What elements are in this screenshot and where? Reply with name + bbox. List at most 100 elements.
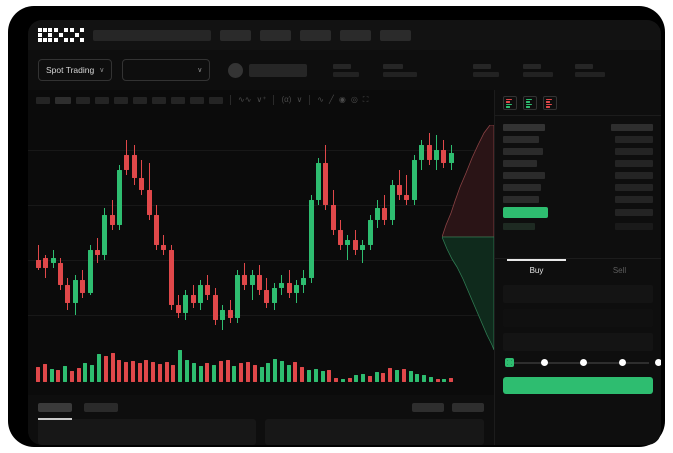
text-icon[interactable]: (α)	[281, 95, 292, 104]
orderbook-ask-row[interactable]	[503, 133, 653, 145]
chart-gridline	[28, 205, 494, 206]
candlestick-series	[36, 110, 456, 355]
interval-button-7[interactable]	[152, 96, 166, 104]
nav-item-4[interactable]	[340, 29, 371, 41]
ask-price	[503, 171, 545, 179]
bottom-card-right[interactable]	[265, 419, 484, 445]
nav-item-1[interactable]	[220, 29, 251, 41]
orderbook-bid-row[interactable]	[503, 220, 653, 232]
chart-toolbar: ∿∿ ∨⁺ (α) ∨ ∿ ╱ ◉ ◎ ⛶	[28, 90, 494, 110]
trading-pair-select[interactable]: ∨	[122, 59, 211, 81]
price-chart[interactable]	[28, 110, 494, 395]
tab-open-orders[interactable]	[38, 403, 72, 412]
orders-panel-tabs	[28, 395, 494, 420]
interval-button-3[interactable]	[76, 96, 90, 104]
slider-node-50[interactable]	[580, 359, 587, 366]
ask-price	[503, 183, 541, 191]
toolbar-divider	[309, 95, 311, 105]
volume-bar	[69, 371, 74, 382]
ask-amount	[615, 183, 653, 191]
orderbook-mode-toggle	[495, 90, 661, 115]
coin-avatar	[228, 62, 244, 78]
interval-button-5[interactable]	[114, 96, 128, 104]
nav-item-3[interactable]	[300, 29, 331, 41]
nav-item-2[interactable]	[260, 29, 291, 41]
slider-handle-0[interactable]	[505, 358, 514, 367]
ask-price	[503, 135, 539, 143]
tab-order-history[interactable]	[84, 403, 118, 412]
volume-bar	[198, 366, 203, 382]
tablet-screen: Spot Trading ∨ ∨	[28, 20, 661, 445]
slider-node-75[interactable]	[619, 359, 626, 366]
amount-percent-slider[interactable]	[505, 357, 661, 369]
settings-icon[interactable]: ◎	[350, 95, 358, 104]
order-amount-field[interactable]	[503, 309, 653, 327]
interval-button-1[interactable]	[36, 96, 50, 104]
volume-bar	[381, 373, 386, 382]
orderbook-ask-row[interactable]	[503, 181, 653, 193]
volume-bar	[83, 362, 88, 382]
interval-button-4[interactable]	[95, 96, 109, 104]
ask-price	[503, 147, 543, 155]
slider-track	[507, 362, 649, 364]
orderbook-mode-bids[interactable]	[523, 96, 537, 110]
trading-mode-select[interactable]: Spot Trading ∨	[38, 59, 113, 81]
pair-summary[interactable]	[228, 62, 308, 78]
volume-bar	[422, 374, 427, 382]
interval-button-6[interactable]	[133, 96, 147, 104]
chevron-down-icon: ∨	[99, 66, 105, 74]
trading-mode-label: Spot Trading	[46, 65, 95, 75]
interval-button-10[interactable]	[209, 96, 223, 104]
global-search-input[interactable]	[93, 29, 211, 41]
orderbook-mode-both[interactable]	[503, 96, 517, 110]
bottom-action-1[interactable]	[412, 403, 444, 412]
chart-gridline	[28, 150, 494, 151]
measure-icon[interactable]: ╱	[329, 95, 334, 104]
shapes-icon[interactable]: ∨	[296, 95, 303, 104]
fullscreen-icon[interactable]: ⛶	[362, 95, 369, 104]
trendline-icon[interactable]: ∿∿	[238, 95, 252, 104]
logo-glyph-o	[38, 28, 52, 42]
volume-bar	[306, 369, 311, 382]
okx-logo[interactable]	[38, 28, 84, 42]
bottom-card-left[interactable]	[38, 419, 256, 445]
stat-24h-change	[383, 63, 418, 77]
volume-bar	[218, 360, 223, 382]
nav-item-5[interactable]	[380, 29, 411, 41]
interval-button-8[interactable]	[171, 96, 185, 104]
volume-bar	[103, 355, 108, 382]
orderbook-ask-row[interactable]	[503, 157, 653, 169]
volume-bar	[76, 367, 81, 382]
place-buy-order-button[interactable]	[503, 377, 653, 394]
tab-buy[interactable]: Buy	[495, 259, 578, 281]
chart-gridline	[28, 315, 494, 316]
market-depth-overlay	[442, 125, 494, 350]
order-total-field[interactable]	[503, 333, 653, 351]
crosshair-icon[interactable]: ∨⁺	[256, 95, 267, 104]
orderbook-ask-row[interactable]	[503, 193, 653, 205]
slider-node-25[interactable]	[541, 359, 548, 366]
volume-bar	[246, 362, 250, 382]
tab-sell[interactable]: Sell	[612, 266, 627, 275]
slider-node-100[interactable]	[655, 359, 661, 366]
bottom-action-2[interactable]	[452, 403, 484, 412]
orderbook-ask-row[interactable]	[503, 169, 653, 181]
camera-icon[interactable]: ◉	[338, 95, 346, 104]
volume-bar	[185, 360, 190, 382]
volume-bar	[96, 353, 101, 382]
last-price-amount	[615, 209, 653, 216]
volume-bar	[225, 359, 230, 382]
interval-button-9[interactable]	[190, 96, 204, 104]
last-price-badge	[503, 207, 548, 218]
volume-bar	[124, 362, 129, 382]
indicator-icon[interactable]: ∿	[317, 95, 324, 104]
orderbook-mode-asks[interactable]	[543, 96, 557, 110]
volume-bar	[171, 364, 176, 382]
ask-amount	[615, 171, 653, 179]
volume-bar	[212, 364, 217, 382]
orderbook-ask-row[interactable]	[503, 145, 653, 157]
interval-button-2[interactable]	[55, 96, 71, 104]
order-price-field[interactable]	[503, 285, 653, 303]
volume-bar	[347, 378, 352, 382]
